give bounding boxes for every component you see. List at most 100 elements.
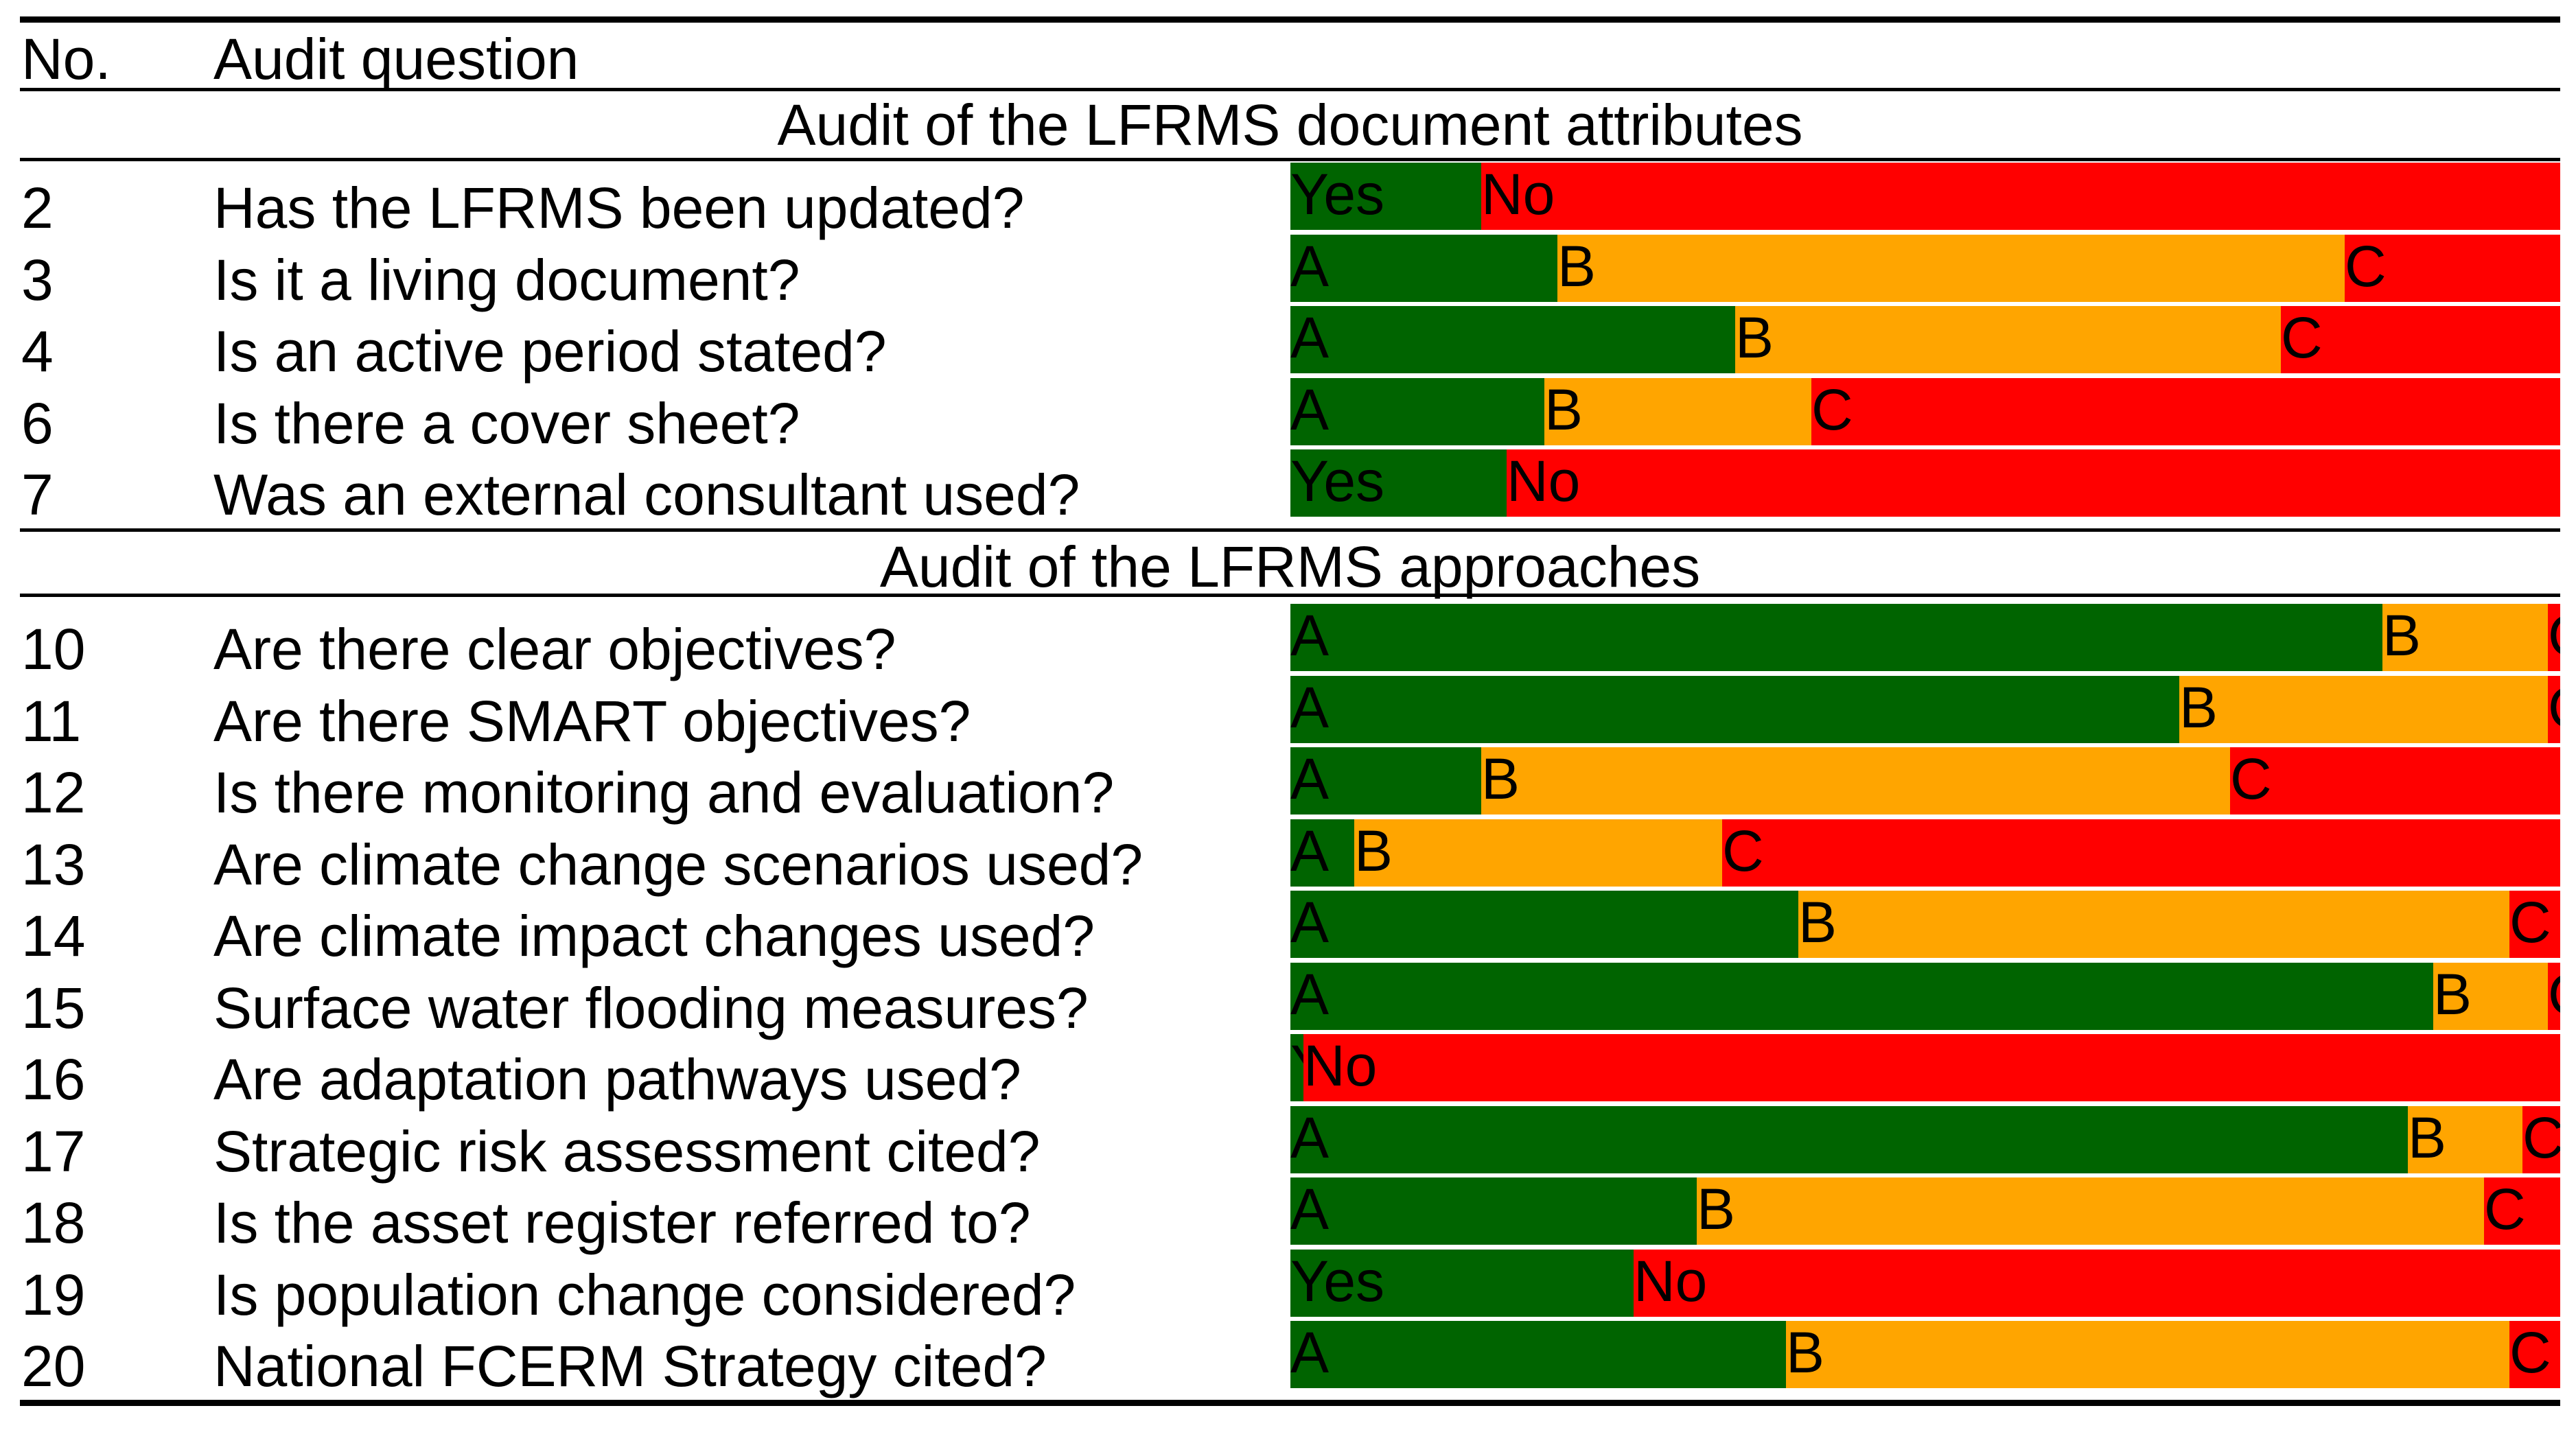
bar-segment-a: A xyxy=(1290,1177,1697,1245)
bar-segment-c: C xyxy=(2484,1177,2560,1245)
segment-label: A xyxy=(1290,604,1330,668)
bar-segment-a: A xyxy=(1290,962,2433,1030)
bar-segment-c: C xyxy=(1722,819,2560,887)
bar-segment-c: C xyxy=(2345,234,2560,302)
bar-segment-a: A xyxy=(1290,377,1544,445)
segment-label: B xyxy=(1544,377,1583,442)
bar-segment-a: A xyxy=(1290,747,1481,814)
row-question: Is an active period stated? xyxy=(213,319,887,384)
row-number: 12 xyxy=(21,760,86,825)
bar-segment-b: B xyxy=(1354,819,1722,887)
segment-label: C xyxy=(1811,377,1853,442)
segment-label: A xyxy=(1290,234,1330,298)
segment-label: C xyxy=(2230,747,2272,811)
bar-segment-a: A xyxy=(1290,604,2382,671)
segment-label: B xyxy=(1786,1321,1825,1385)
bar-segment-c: C xyxy=(1811,377,2560,445)
bar-segment-a: A xyxy=(1290,891,1798,958)
segment-label: C xyxy=(1722,819,1764,883)
bar-segment-c: C xyxy=(2548,675,2560,743)
segment-label: C xyxy=(2484,1177,2526,1241)
bar-segment-a: A xyxy=(1290,234,1557,302)
bar-segment-b: B xyxy=(1735,306,2281,373)
header-no: No. xyxy=(21,27,111,91)
bar-segment-b: B xyxy=(2382,604,2548,671)
bar-segment-yes: Yes xyxy=(1290,1034,1303,1101)
segment-label: B xyxy=(2408,1105,2447,1170)
segment-label: A xyxy=(1290,891,1330,954)
segment-label: C xyxy=(2522,1105,2560,1170)
segment-label: Yes xyxy=(1290,1037,1303,1094)
row-number: 19 xyxy=(21,1262,86,1327)
row-question: Are adaptation pathways used? xyxy=(213,1047,1021,1112)
row-number: 16 xyxy=(21,1047,86,1112)
bar-segment-b: B xyxy=(2408,1105,2522,1173)
bar-segment-b: B xyxy=(1544,377,1811,445)
row-number: 13 xyxy=(21,832,86,897)
segment-label: A xyxy=(1290,377,1330,442)
row-number: 3 xyxy=(21,247,54,312)
row-number: 14 xyxy=(21,904,86,968)
bar-segment-a: A xyxy=(1290,1321,1786,1388)
segment-label: Yes xyxy=(1290,449,1385,513)
bar-segment-c: C xyxy=(2281,306,2560,373)
bar-segment-a: A xyxy=(1290,675,2179,743)
row-question: Are there SMART objectives? xyxy=(213,688,971,753)
row-number: 10 xyxy=(21,617,86,681)
segment-label: B xyxy=(1557,234,1597,298)
bar-segment-yes: Yes xyxy=(1290,449,1507,517)
row-question: Is there monitoring and evaluation? xyxy=(213,760,1115,825)
segment-label: B xyxy=(2179,675,2218,740)
row-question: Are there clear objectives? xyxy=(213,617,896,681)
segment-label: A xyxy=(1290,962,1330,1027)
row-question: Are climate change scenarios used? xyxy=(213,832,1144,897)
bar-segment-c: C xyxy=(2548,962,2560,1030)
segment-label: B xyxy=(2382,604,2422,668)
segment-label: C xyxy=(2509,891,2551,954)
row-question: Was an external consultant used? xyxy=(213,462,1080,527)
bar-segment-c: C xyxy=(2509,891,2560,958)
segment-label: A xyxy=(1290,1321,1330,1385)
row-question: Is there a cover sheet? xyxy=(213,390,800,456)
segment-label: B xyxy=(1697,1177,1736,1241)
row-number: 17 xyxy=(21,1118,86,1184)
segment-label: A xyxy=(1290,819,1330,883)
segment-label: C xyxy=(2345,234,2387,298)
bar-segment-b: B xyxy=(2433,962,2548,1030)
bar-segment-no: No xyxy=(1303,1034,2560,1101)
bar-segment-c: C xyxy=(2230,747,2560,814)
bar-segment-c: C xyxy=(2548,604,2560,671)
row-number: 11 xyxy=(21,688,82,753)
segment-label: B xyxy=(1798,891,1837,954)
segment-label: B xyxy=(1354,819,1393,883)
segment-label: A xyxy=(1290,675,1330,740)
row-number: 20 xyxy=(21,1334,86,1398)
bar-segment-no: No xyxy=(1481,163,2560,230)
bar-segment-no: No xyxy=(1507,449,2560,517)
header-question: Audit question xyxy=(213,27,579,91)
row-question: Is it a living document? xyxy=(213,247,800,312)
segment-label: B xyxy=(2433,962,2472,1027)
row-number: 18 xyxy=(21,1191,86,1255)
row-question: National FCERM Strategy cited? xyxy=(213,1334,1047,1398)
bar-segment-c: C xyxy=(2522,1105,2560,1173)
section-title: Audit of the LFRMS approaches xyxy=(879,535,1701,599)
segment-label: A xyxy=(1290,747,1330,811)
bar-segment-a: A xyxy=(1290,306,1735,373)
segment-label: Yes xyxy=(1290,163,1385,226)
row-question: Has the LFRMS been updated? xyxy=(213,176,1025,240)
section-title-rule xyxy=(20,594,2560,597)
segment-label: Yes xyxy=(1290,1249,1385,1313)
bar-segment-a: A xyxy=(1290,1105,2408,1173)
row-question: Surface water flooding measures? xyxy=(213,975,1089,1040)
top-rule xyxy=(20,16,2560,23)
row-number: 6 xyxy=(21,390,54,456)
bar-segment-yes: Yes xyxy=(1290,1249,1634,1317)
segment-label: B xyxy=(1735,306,1774,370)
bar-segment-yes: Yes xyxy=(1290,163,1481,230)
segment-label: C xyxy=(2281,306,2323,370)
bar-segment-b: B xyxy=(2179,675,2548,743)
bar-segment-a: A xyxy=(1290,819,1354,887)
segment-label: C xyxy=(2509,1321,2551,1385)
